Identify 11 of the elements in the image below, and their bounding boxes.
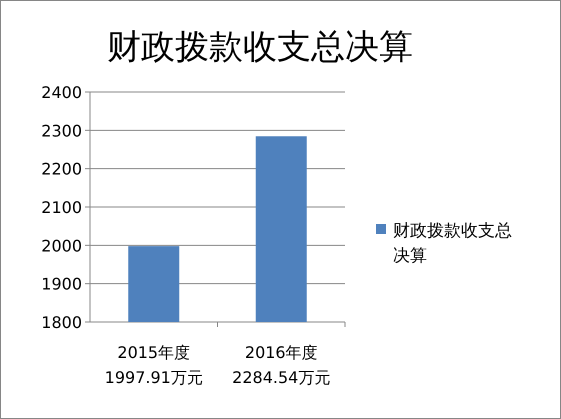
x-tick-label: 2016年度 2284.54万元 bbox=[232, 343, 330, 387]
y-tick-label: 1900 bbox=[41, 274, 82, 294]
y-tick-label: 2100 bbox=[41, 198, 82, 217]
y-tick-label: 2300 bbox=[41, 121, 82, 140]
y-tick-label: 2200 bbox=[41, 160, 82, 179]
legend-label: 财政拨款收支总决算 bbox=[393, 221, 512, 266]
chart-title: 财政拨款收支总决算 bbox=[107, 27, 413, 67]
y-tick-label: 2000 bbox=[41, 236, 82, 256]
y-tick-label: 1800 bbox=[41, 313, 82, 332]
x-tick-label: 2015年度 1997.91万元 bbox=[104, 343, 203, 387]
y-tick-label: 2400 bbox=[41, 83, 82, 102]
